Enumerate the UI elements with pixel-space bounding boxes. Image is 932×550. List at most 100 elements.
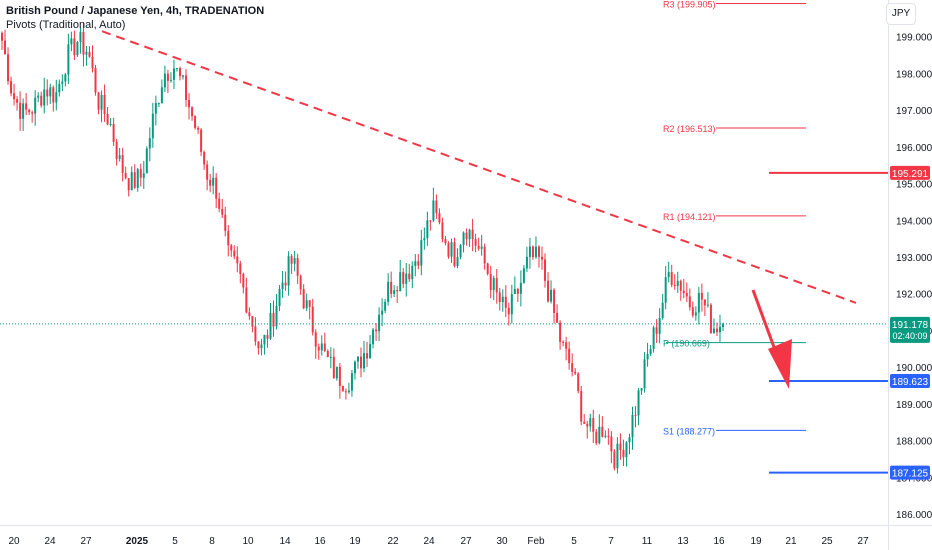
candle-body	[498, 292, 501, 303]
candle-body	[10, 81, 13, 94]
candle-body	[540, 256, 543, 260]
candle-body	[559, 322, 562, 342]
candle-body	[55, 92, 58, 103]
candle-body	[136, 169, 139, 188]
candle-body	[28, 109, 31, 113]
candle-body	[257, 341, 260, 349]
x-tick-label-9: 19	[349, 536, 361, 547]
candle-body	[121, 155, 124, 173]
candle-body	[269, 312, 272, 339]
candle-body	[169, 79, 172, 81]
currency-button[interactable]: JPY	[886, 3, 916, 25]
candle-body	[40, 95, 43, 106]
candle-body	[465, 232, 468, 240]
candle-body	[245, 287, 248, 313]
candle-body	[628, 437, 631, 443]
candle-body	[682, 290, 685, 294]
candle-body	[384, 301, 387, 311]
y-tick-label-0: 186.000	[896, 510, 932, 521]
level-tag-2: 187.125	[892, 469, 929, 480]
candle-body	[622, 449, 625, 458]
candle-body	[233, 250, 236, 257]
candle-body	[182, 75, 185, 77]
candle-body	[118, 155, 121, 159]
candle-body	[643, 359, 646, 389]
x-tick-label-5: 8	[209, 536, 215, 547]
candle-body	[172, 68, 175, 80]
candle-body	[242, 273, 245, 288]
candle-body	[459, 244, 462, 258]
symbol-title[interactable]: British Pound / Japanese Yen, 4h, TRADEN…	[6, 5, 265, 17]
candle-body	[166, 73, 169, 81]
candle-body	[218, 198, 221, 209]
countdown-timer: 02:40:09	[892, 331, 927, 341]
candle-body	[37, 95, 40, 98]
candle-body	[263, 334, 266, 345]
candle-body	[438, 213, 441, 223]
candle-body	[417, 261, 420, 266]
x-tick-label-14: Feb	[527, 536, 545, 547]
candle-body	[203, 151, 206, 165]
candle-body	[16, 99, 19, 103]
x-tick-label-12: 27	[460, 536, 472, 547]
candle-body	[290, 256, 293, 264]
candle-body	[70, 38, 73, 45]
candle-body	[76, 41, 79, 56]
candle-body	[296, 258, 299, 276]
candle-body	[456, 257, 459, 267]
candle-body	[22, 103, 25, 119]
candle-body	[103, 94, 106, 114]
x-tick-label-17: 11	[642, 536, 653, 547]
candle-body	[25, 103, 28, 110]
x-tick-label-20: 19	[750, 536, 762, 547]
candle-body	[426, 220, 429, 239]
candle-body	[34, 97, 37, 114]
candle-body	[649, 348, 652, 354]
candle-body	[492, 278, 495, 290]
candle-body	[224, 214, 227, 231]
candle-body	[528, 246, 531, 257]
candle-body	[697, 292, 700, 313]
candle-body	[550, 289, 553, 302]
candle-body	[46, 89, 49, 97]
candle-body	[100, 94, 103, 110]
candle-body	[706, 304, 709, 306]
candle-body	[88, 51, 91, 57]
candle-body	[402, 272, 405, 284]
candle-body	[592, 418, 595, 432]
level-tag-1: 189.623	[892, 377, 929, 388]
candle-body	[568, 348, 571, 364]
candle-body	[489, 273, 492, 290]
candle-body	[326, 350, 329, 358]
x-tick-label-13: 30	[496, 536, 508, 547]
candle-body	[127, 178, 130, 191]
candle-body	[688, 296, 691, 308]
candle-body	[112, 124, 115, 142]
candle-body	[604, 435, 607, 437]
candle-body	[468, 229, 471, 240]
candle-body	[522, 268, 525, 283]
candle-body	[323, 343, 326, 351]
x-tick-label-15: 5	[571, 536, 577, 547]
candle-body	[399, 272, 402, 292]
candle-body	[52, 87, 55, 103]
candle-body	[58, 83, 61, 93]
candle-body	[67, 44, 70, 75]
indicator-label[interactable]: Pivots (Traditional, Auto)	[6, 19, 126, 31]
x-tick-label-11: 24	[423, 536, 435, 547]
candle-body	[574, 371, 577, 374]
candle-body	[239, 263, 242, 274]
pivot-label-p: P (190.669)	[663, 339, 710, 349]
candle-body	[634, 414, 637, 416]
candle-body	[7, 54, 10, 82]
y-tick-label-7: 193.000	[896, 253, 932, 264]
candle-body	[381, 310, 384, 315]
candle-body	[562, 341, 565, 343]
candle-body	[619, 443, 622, 450]
y-tick-label-12: 198.000	[896, 69, 932, 80]
candle-body	[610, 436, 613, 452]
candle-body	[462, 232, 465, 245]
x-tick-label-21: 21	[785, 536, 797, 547]
candle-body	[366, 353, 369, 359]
